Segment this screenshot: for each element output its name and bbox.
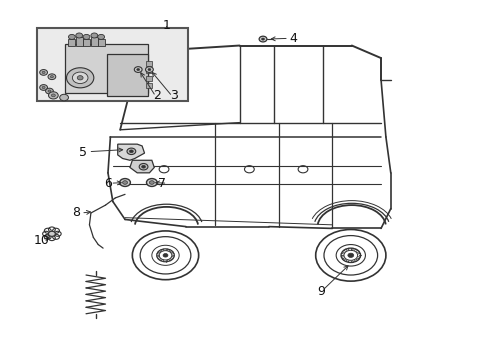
Circle shape <box>50 76 53 78</box>
Text: 10: 10 <box>33 234 49 247</box>
Circle shape <box>98 35 104 40</box>
Polygon shape <box>130 160 154 173</box>
Circle shape <box>146 179 157 186</box>
Circle shape <box>60 94 68 101</box>
Text: 7: 7 <box>157 177 165 190</box>
Text: 4: 4 <box>289 32 297 45</box>
Circle shape <box>149 181 154 184</box>
Circle shape <box>42 86 45 89</box>
Circle shape <box>142 165 145 168</box>
Circle shape <box>72 72 88 84</box>
Circle shape <box>127 148 136 154</box>
FancyBboxPatch shape <box>145 83 152 88</box>
Circle shape <box>122 181 127 184</box>
Circle shape <box>134 67 142 72</box>
Circle shape <box>145 67 153 72</box>
Text: 1: 1 <box>162 19 170 32</box>
Circle shape <box>48 92 58 99</box>
Circle shape <box>120 179 130 186</box>
Circle shape <box>347 253 353 257</box>
FancyBboxPatch shape <box>145 61 152 66</box>
Circle shape <box>137 68 140 71</box>
FancyBboxPatch shape <box>76 37 82 46</box>
Circle shape <box>48 74 56 80</box>
FancyBboxPatch shape <box>83 39 90 46</box>
Circle shape <box>129 150 133 153</box>
Circle shape <box>40 69 47 75</box>
Text: 5: 5 <box>79 145 86 158</box>
FancyBboxPatch shape <box>145 76 152 81</box>
Circle shape <box>66 68 94 88</box>
Circle shape <box>83 35 90 40</box>
Text: 2: 2 <box>152 89 161 102</box>
Text: 6: 6 <box>104 177 112 190</box>
FancyBboxPatch shape <box>98 39 104 46</box>
Circle shape <box>42 71 45 73</box>
Circle shape <box>40 85 47 90</box>
Circle shape <box>45 88 53 94</box>
FancyBboxPatch shape <box>91 37 98 46</box>
Circle shape <box>51 94 55 97</box>
Circle shape <box>139 163 148 170</box>
FancyBboxPatch shape <box>68 39 75 46</box>
Circle shape <box>68 35 75 40</box>
FancyBboxPatch shape <box>106 54 148 96</box>
FancyBboxPatch shape <box>65 44 148 93</box>
Circle shape <box>48 90 51 92</box>
Text: 8: 8 <box>72 207 80 220</box>
Text: 9: 9 <box>317 285 325 298</box>
Circle shape <box>48 231 55 236</box>
Circle shape <box>259 36 266 42</box>
FancyBboxPatch shape <box>37 28 188 101</box>
Polygon shape <box>118 144 144 160</box>
Text: 3: 3 <box>169 89 177 102</box>
Circle shape <box>261 38 264 40</box>
Circle shape <box>77 76 83 80</box>
FancyBboxPatch shape <box>145 68 152 73</box>
Circle shape <box>91 33 98 38</box>
Circle shape <box>76 33 82 38</box>
Circle shape <box>163 253 167 257</box>
Circle shape <box>148 68 151 71</box>
